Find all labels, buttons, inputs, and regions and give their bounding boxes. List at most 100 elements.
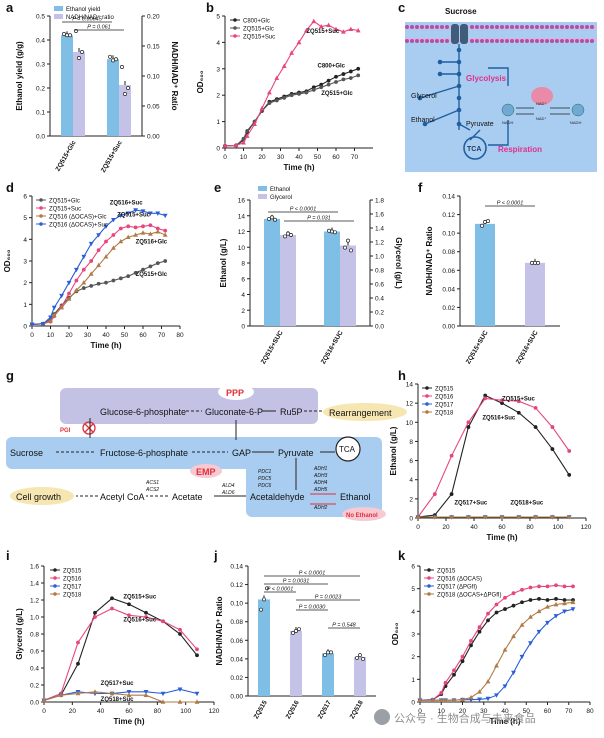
chart-h-ethanol-time: 0 2 4 6 8 10 12 14 Ethanol (g/L) 0 20 40 60 80 100 120 T… xyxy=(389,382,592,543)
series-annotation: ZQ517+Suc xyxy=(101,681,135,687)
y2-tick-label: 0.00 xyxy=(147,134,160,141)
y-axis-title: NADH/NAD⁺ Ratio xyxy=(215,596,224,665)
panel-letter-e: e xyxy=(214,180,221,195)
gene-ald6: ALD6 xyxy=(221,490,235,496)
lipid-head xyxy=(545,39,549,43)
y-tick-label: 0.02 xyxy=(442,305,455,312)
x-tick-label: 0 xyxy=(416,524,420,531)
y-tick-label: 12 xyxy=(406,401,414,408)
y-tick-label: 0.02 xyxy=(230,675,243,682)
data-point xyxy=(494,663,499,668)
data-point xyxy=(486,611,490,616)
lipid-head xyxy=(420,25,424,29)
y-tick-label: 0.4 xyxy=(36,38,45,45)
data-point xyxy=(451,697,457,702)
y-tick-label: 5 xyxy=(216,14,220,21)
data-point xyxy=(92,689,98,694)
lipid-head xyxy=(415,25,419,29)
data-point xyxy=(511,633,516,639)
legend-label: C800+Glc xyxy=(243,18,270,24)
lipid-head xyxy=(570,25,574,29)
data-point xyxy=(194,691,200,697)
lipid-head xyxy=(520,39,524,43)
bar xyxy=(340,245,356,326)
data-point xyxy=(96,281,101,286)
data-point xyxy=(96,248,101,253)
data-point xyxy=(125,234,131,239)
series-annotation: ZQ516+Suc xyxy=(482,415,516,421)
legend-label: ZQ516 xyxy=(63,576,82,582)
y-tick-label: 2 xyxy=(411,654,415,661)
legend-marker xyxy=(53,568,57,572)
y-tick-label: 12 xyxy=(238,229,246,236)
y-tick-label: 16 xyxy=(238,198,246,205)
x-tick-label: 40 xyxy=(470,524,478,531)
x-tick-label: 60 xyxy=(498,524,506,531)
series-annotation: ZQ516+Glc xyxy=(136,240,168,246)
panel-letter-g: g xyxy=(6,368,14,383)
legend-swatch xyxy=(258,194,267,199)
data-point xyxy=(449,492,454,496)
y2-tick-label: 1.0 xyxy=(375,254,384,261)
tca-circle xyxy=(335,436,361,462)
data-point xyxy=(430,697,436,702)
replicate-point xyxy=(77,56,81,60)
data-point xyxy=(503,595,507,600)
pgi-label: PGI xyxy=(60,428,71,434)
x-tick-label: 70 xyxy=(158,332,166,339)
y-tick-label: 5 xyxy=(23,215,27,222)
label-sucrose: Sucrose xyxy=(445,7,477,16)
emp-label: EMP xyxy=(196,467,216,477)
x-category-label: ZQ515+SUC xyxy=(260,329,285,365)
data-point xyxy=(195,653,199,658)
y-tick-label: 4 xyxy=(23,237,27,244)
legend-marker xyxy=(427,584,431,588)
y-tick-label: 4 xyxy=(409,477,413,484)
lipid-head xyxy=(555,25,559,29)
data-point xyxy=(155,261,160,266)
y-tick-label: 1.4 xyxy=(30,581,39,588)
pathway-node xyxy=(417,95,423,101)
y-tick-label: 2 xyxy=(216,93,220,100)
data-point xyxy=(195,647,199,652)
lipid-head xyxy=(410,39,414,43)
data-point xyxy=(502,684,508,689)
data-point xyxy=(178,632,182,636)
panel-letters: a b c d e f g h i j k xyxy=(6,0,423,563)
node-ethanol: Ethanol xyxy=(340,492,371,502)
data-point xyxy=(161,619,165,624)
pathway-node xyxy=(456,71,462,77)
replicate-point xyxy=(358,653,362,658)
data-point xyxy=(528,598,533,602)
series-annotation: ZQ515+Suc xyxy=(502,396,536,402)
x-tick-label: 30 xyxy=(480,708,488,715)
replicate-point xyxy=(361,656,365,661)
data-point xyxy=(289,50,294,55)
bar xyxy=(354,657,366,696)
data-point xyxy=(500,398,504,403)
significance-label: P < 0.0001 xyxy=(299,571,326,577)
data-point xyxy=(88,271,94,276)
data-point xyxy=(118,226,123,231)
data-point xyxy=(516,514,522,519)
data-point xyxy=(319,82,324,87)
data-point xyxy=(553,601,559,607)
x-tick-label: 80 xyxy=(154,708,162,715)
y2-tick-label: 0.6 xyxy=(375,282,384,289)
data-point xyxy=(469,638,473,643)
data-point xyxy=(319,85,324,90)
lipid-head xyxy=(430,25,434,29)
data-point xyxy=(511,591,516,596)
data-point xyxy=(348,26,354,31)
legend-marker xyxy=(427,576,431,580)
lipid-head xyxy=(425,25,429,29)
lipid-head xyxy=(585,25,589,29)
data-point xyxy=(341,29,346,34)
chart-k-growth-curves: 0 1 2 3 4 5 6 OD₆₀₀ 0 10 20 30 40 50 60 70 80 Time (h) ZQ5… xyxy=(391,564,594,727)
legend-swatch xyxy=(54,6,63,11)
y-tick-label: 4 xyxy=(216,40,220,47)
label-nad-1: NAD⁺ xyxy=(536,116,547,121)
data-point xyxy=(567,449,572,453)
replicate-point xyxy=(329,650,333,655)
pathway-node xyxy=(456,83,462,89)
